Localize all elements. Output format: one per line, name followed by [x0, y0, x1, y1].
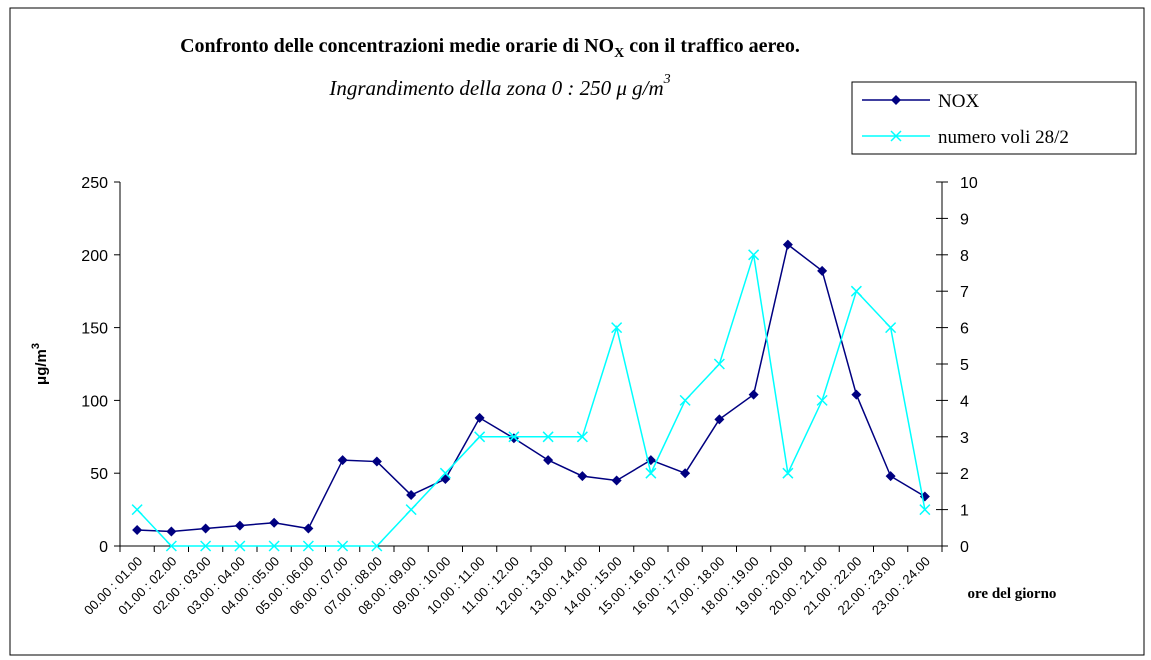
point [679, 394, 691, 406]
y2-tick-label: 1 [960, 503, 969, 520]
y2-tick-label: 8 [960, 248, 969, 265]
point [474, 412, 485, 423]
x-axis-label: ore del giorno [968, 586, 1057, 602]
point [748, 249, 760, 261]
point [885, 471, 896, 482]
point [508, 433, 519, 444]
y2-tick-label: 2 [960, 466, 969, 483]
point [542, 431, 554, 443]
series-line [137, 243, 926, 533]
point [611, 322, 623, 334]
y-tick-label: 250 [81, 175, 108, 192]
point [303, 523, 314, 534]
y-tick-label: 200 [81, 248, 108, 265]
point [166, 526, 177, 537]
chart-title: Confronto delle concentrazioni medie ora… [180, 35, 800, 61]
point [508, 431, 520, 443]
point [748, 389, 759, 400]
legend-label: NOX [938, 91, 979, 112]
point [234, 520, 245, 531]
point [337, 455, 348, 466]
point [439, 467, 451, 479]
y2-tick-label: 6 [960, 321, 969, 338]
subtitle: Ingrandimento della zona 0 : 250 μ g/m3 [328, 72, 670, 100]
point [577, 471, 588, 482]
legend-box [851, 81, 1137, 155]
point [576, 431, 588, 443]
point [782, 239, 793, 250]
y2-tick-label: 0 [960, 539, 969, 556]
title-sub: X [614, 46, 624, 61]
point [714, 414, 725, 425]
y-tick-label: 0 [99, 539, 108, 556]
point [269, 517, 280, 528]
point [302, 540, 314, 552]
point [200, 523, 211, 534]
point [543, 455, 554, 466]
point [268, 540, 280, 552]
y2-tick-label: 4 [960, 393, 969, 410]
point [165, 540, 177, 552]
point [405, 504, 417, 516]
point [890, 130, 902, 142]
point [680, 468, 691, 479]
y-tick-label: 100 [81, 393, 108, 410]
point [371, 540, 383, 552]
ylabel-sup: 3 [30, 343, 42, 349]
point [919, 504, 931, 516]
point [891, 95, 901, 105]
title-rest: con il traffico aereo. [624, 35, 800, 57]
point [234, 540, 246, 552]
point [816, 394, 828, 406]
point [851, 389, 862, 400]
y2-tick-label: 7 [960, 284, 969, 301]
y2-tick-label: 9 [960, 211, 969, 228]
y2-tick-label: 3 [960, 430, 969, 447]
point [645, 467, 657, 479]
legend-label: numero voli 28/2 [938, 127, 1069, 148]
point [132, 524, 143, 535]
y2-tick-label: 5 [960, 357, 969, 374]
subtitle-sup: 3 [663, 72, 671, 87]
y-tick-label: 50 [90, 466, 108, 483]
ylabel-text: μg/m [33, 349, 50, 385]
series-line [136, 254, 926, 547]
point [782, 467, 794, 479]
point [337, 540, 349, 552]
y-axis-label: μg/m3 [30, 343, 50, 385]
point [850, 285, 862, 297]
y-tick-label: 150 [81, 321, 108, 338]
point [371, 456, 382, 467]
title-text: Confronto delle concentrazioni medie ora… [180, 35, 614, 57]
point [713, 358, 725, 370]
point [131, 504, 143, 516]
point [885, 322, 897, 334]
subtitle-text: Ingrandimento della zona 0 : 250 μ g/m [328, 76, 663, 100]
point [200, 540, 212, 552]
point [406, 490, 417, 501]
y2-tick-label: 10 [960, 175, 978, 192]
point [611, 475, 622, 486]
point [474, 431, 486, 443]
point [817, 265, 828, 276]
